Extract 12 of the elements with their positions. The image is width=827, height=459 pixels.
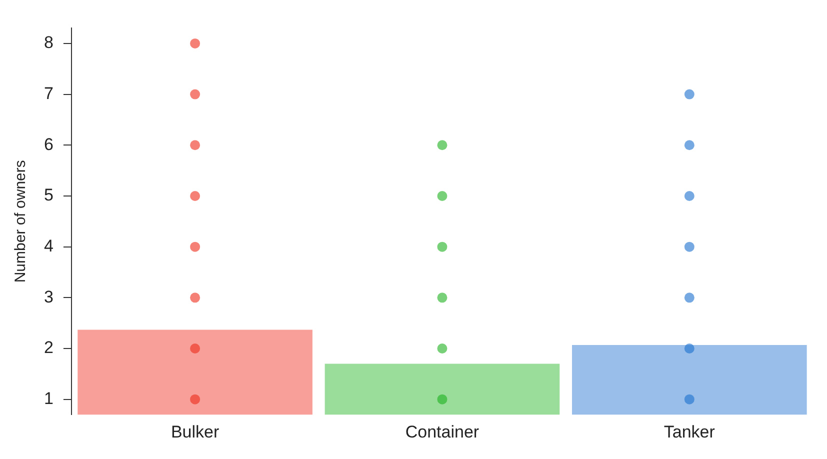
y-tick-label: 1 xyxy=(44,389,54,408)
x-tick-label: Container xyxy=(405,422,480,442)
x-tick-label: Bulker xyxy=(170,422,220,442)
y-tick-label: 4 xyxy=(44,236,54,256)
y-tick-label: 8 xyxy=(44,33,54,52)
y-tick-label: 2 xyxy=(44,338,54,358)
y-tick-label: 7 xyxy=(44,84,54,103)
y-tick-label: 6 xyxy=(44,134,54,154)
y-axis-title: Number of owners xyxy=(12,160,30,283)
x-tick-label: Tanker xyxy=(664,422,716,442)
y-tick-label: 5 xyxy=(44,186,54,205)
y-tick-label: 3 xyxy=(44,287,54,306)
